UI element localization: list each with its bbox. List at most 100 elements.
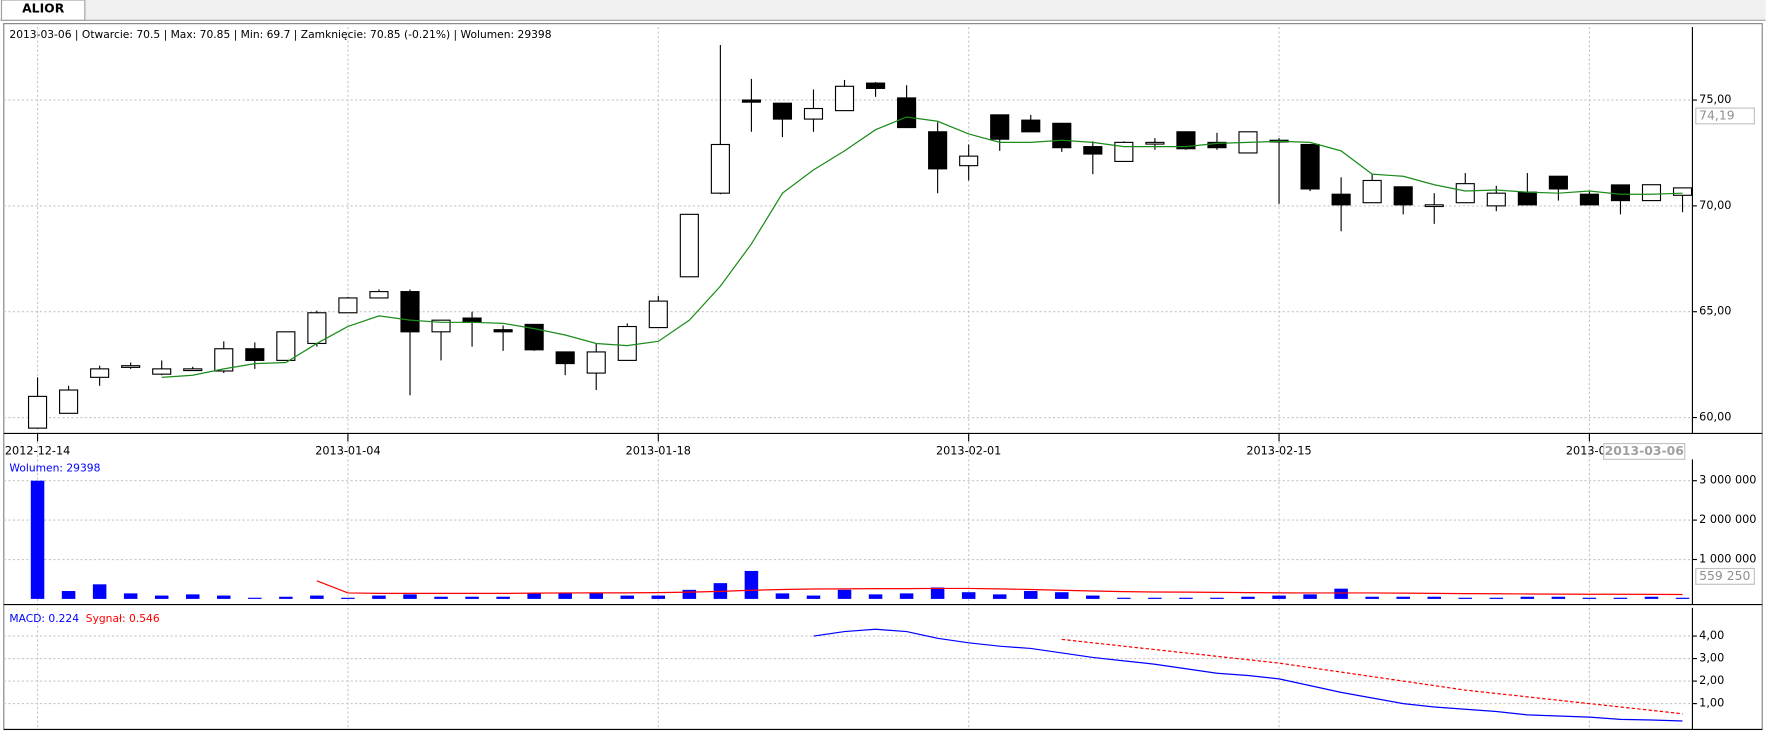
- candle-body: [772, 102, 793, 120]
- candle-body: [493, 329, 513, 333]
- volume-bar: [30, 480, 45, 599]
- chart-frame: [3, 23, 1763, 731]
- volume-bar: [1055, 592, 1069, 599]
- volume-bar: [651, 595, 666, 599]
- candle-body: [276, 331, 296, 361]
- volume-bar: [1520, 596, 1535, 599]
- y-tick-label: 4,00: [1699, 629, 1724, 642]
- volume-bar: [1179, 597, 1193, 599]
- volume-bar: [1241, 596, 1255, 599]
- candle-body: [897, 97, 917, 129]
- series-line: [161, 116, 1683, 378]
- volume-bar: [1489, 597, 1504, 599]
- volume-bar: [61, 591, 76, 599]
- candle-body: [152, 368, 172, 375]
- candle-body: [1300, 143, 1320, 190]
- candle-body: [648, 300, 668, 329]
- tab-label[interactable]: ALIOR: [22, 2, 65, 16]
- candle-body: [1207, 141, 1227, 149]
- candle-body: [1579, 193, 1599, 206]
- candle-body: [1021, 119, 1041, 133]
- volume-bar: [1644, 596, 1659, 599]
- volume-bar: [279, 596, 293, 599]
- candle-body: [400, 291, 420, 333]
- volume-bar: [620, 595, 635, 599]
- candle-body: [462, 317, 482, 323]
- cursor-value-box: [1695, 567, 1755, 585]
- x-tick-label: 2013-02-01: [936, 444, 1001, 457]
- y-tick-label: 3,00: [1699, 652, 1724, 665]
- legend-entry: MACD: 0.224: [9, 612, 79, 625]
- volume-bar: [465, 596, 479, 599]
- series-line: [813, 628, 1683, 722]
- marks: [3, 27, 1763, 731]
- volume-bar: [1458, 597, 1473, 599]
- volume-bar: [372, 595, 386, 599]
- cursor-value-box: [1695, 107, 1755, 125]
- candle-body: [1331, 193, 1351, 206]
- volume-bar: [527, 593, 541, 599]
- y-tick-label: 1,00: [1699, 697, 1724, 710]
- candle-body: [431, 319, 451, 333]
- tab-bar: [0, 0, 1766, 21]
- volume-bar: [92, 584, 107, 599]
- volume-bar: [1117, 597, 1131, 599]
- x-tick-label: 2012-12-14: [5, 444, 70, 457]
- x-tick-label: 2013-01-04: [315, 444, 380, 457]
- volume-bar: [868, 594, 883, 599]
- volume-bar: [837, 589, 852, 599]
- candle-body: [555, 351, 575, 365]
- candle-body: [1517, 191, 1537, 206]
- volume-bar: [930, 587, 945, 599]
- candle-body: [1052, 122, 1072, 149]
- volume-bar: [992, 594, 1007, 599]
- candle-body: [1486, 192, 1506, 207]
- candle-body: [1145, 141, 1165, 145]
- candle-body: [183, 368, 203, 372]
- volume-bar: [775, 593, 790, 599]
- candle-body: [1393, 186, 1413, 206]
- y-tick-label: 1 000 000: [1699, 553, 1756, 566]
- candle-body: [834, 85, 855, 112]
- candle-body: [679, 213, 699, 278]
- candle-body: [1672, 187, 1693, 196]
- volume-bar: [496, 596, 510, 599]
- volume-bar: [1023, 591, 1038, 599]
- legend-entry: Sygnał: 0.546: [86, 612, 160, 625]
- candle-body: [1610, 184, 1631, 202]
- volume-bar: [1365, 596, 1379, 599]
- volume-bar: [1396, 596, 1410, 599]
- x-tick-label: 2013-03: [1566, 444, 1613, 457]
- volume-bar: [1148, 597, 1162, 599]
- volume-bar: [1303, 594, 1317, 599]
- volume-bar: [154, 595, 169, 599]
- candle-body: [214, 348, 234, 372]
- candle-body: [865, 82, 886, 89]
- volume-bar: [403, 594, 417, 599]
- x-tick-label: 2013-01-18: [626, 444, 691, 457]
- candle-body: [1455, 183, 1475, 204]
- volume-bar: [1675, 597, 1690, 599]
- volume-bar: [589, 593, 603, 599]
- candle-body: [1424, 204, 1444, 208]
- volume-label: Wolumen: 29398: [9, 461, 100, 474]
- volume-bar: [1272, 595, 1286, 599]
- y-tick-label: 2 000 000: [1699, 513, 1756, 526]
- volume-bar: [558, 593, 572, 599]
- volume-bar: [123, 593, 138, 599]
- series-line: [316, 580, 1683, 596]
- volume-bar: [185, 594, 200, 599]
- candle-body: [369, 291, 389, 299]
- volume-bar: [1334, 588, 1348, 599]
- candle-body: [959, 155, 979, 167]
- candle-body: [27, 395, 48, 429]
- candle-body: [245, 348, 265, 361]
- y-tick-label: 60,00: [1699, 411, 1731, 424]
- candle-body: [338, 297, 358, 314]
- candle-body: [59, 389, 79, 414]
- tab[interactable]: [0, 0, 86, 21]
- volume-bar: [899, 593, 914, 599]
- candle-body: [928, 131, 948, 170]
